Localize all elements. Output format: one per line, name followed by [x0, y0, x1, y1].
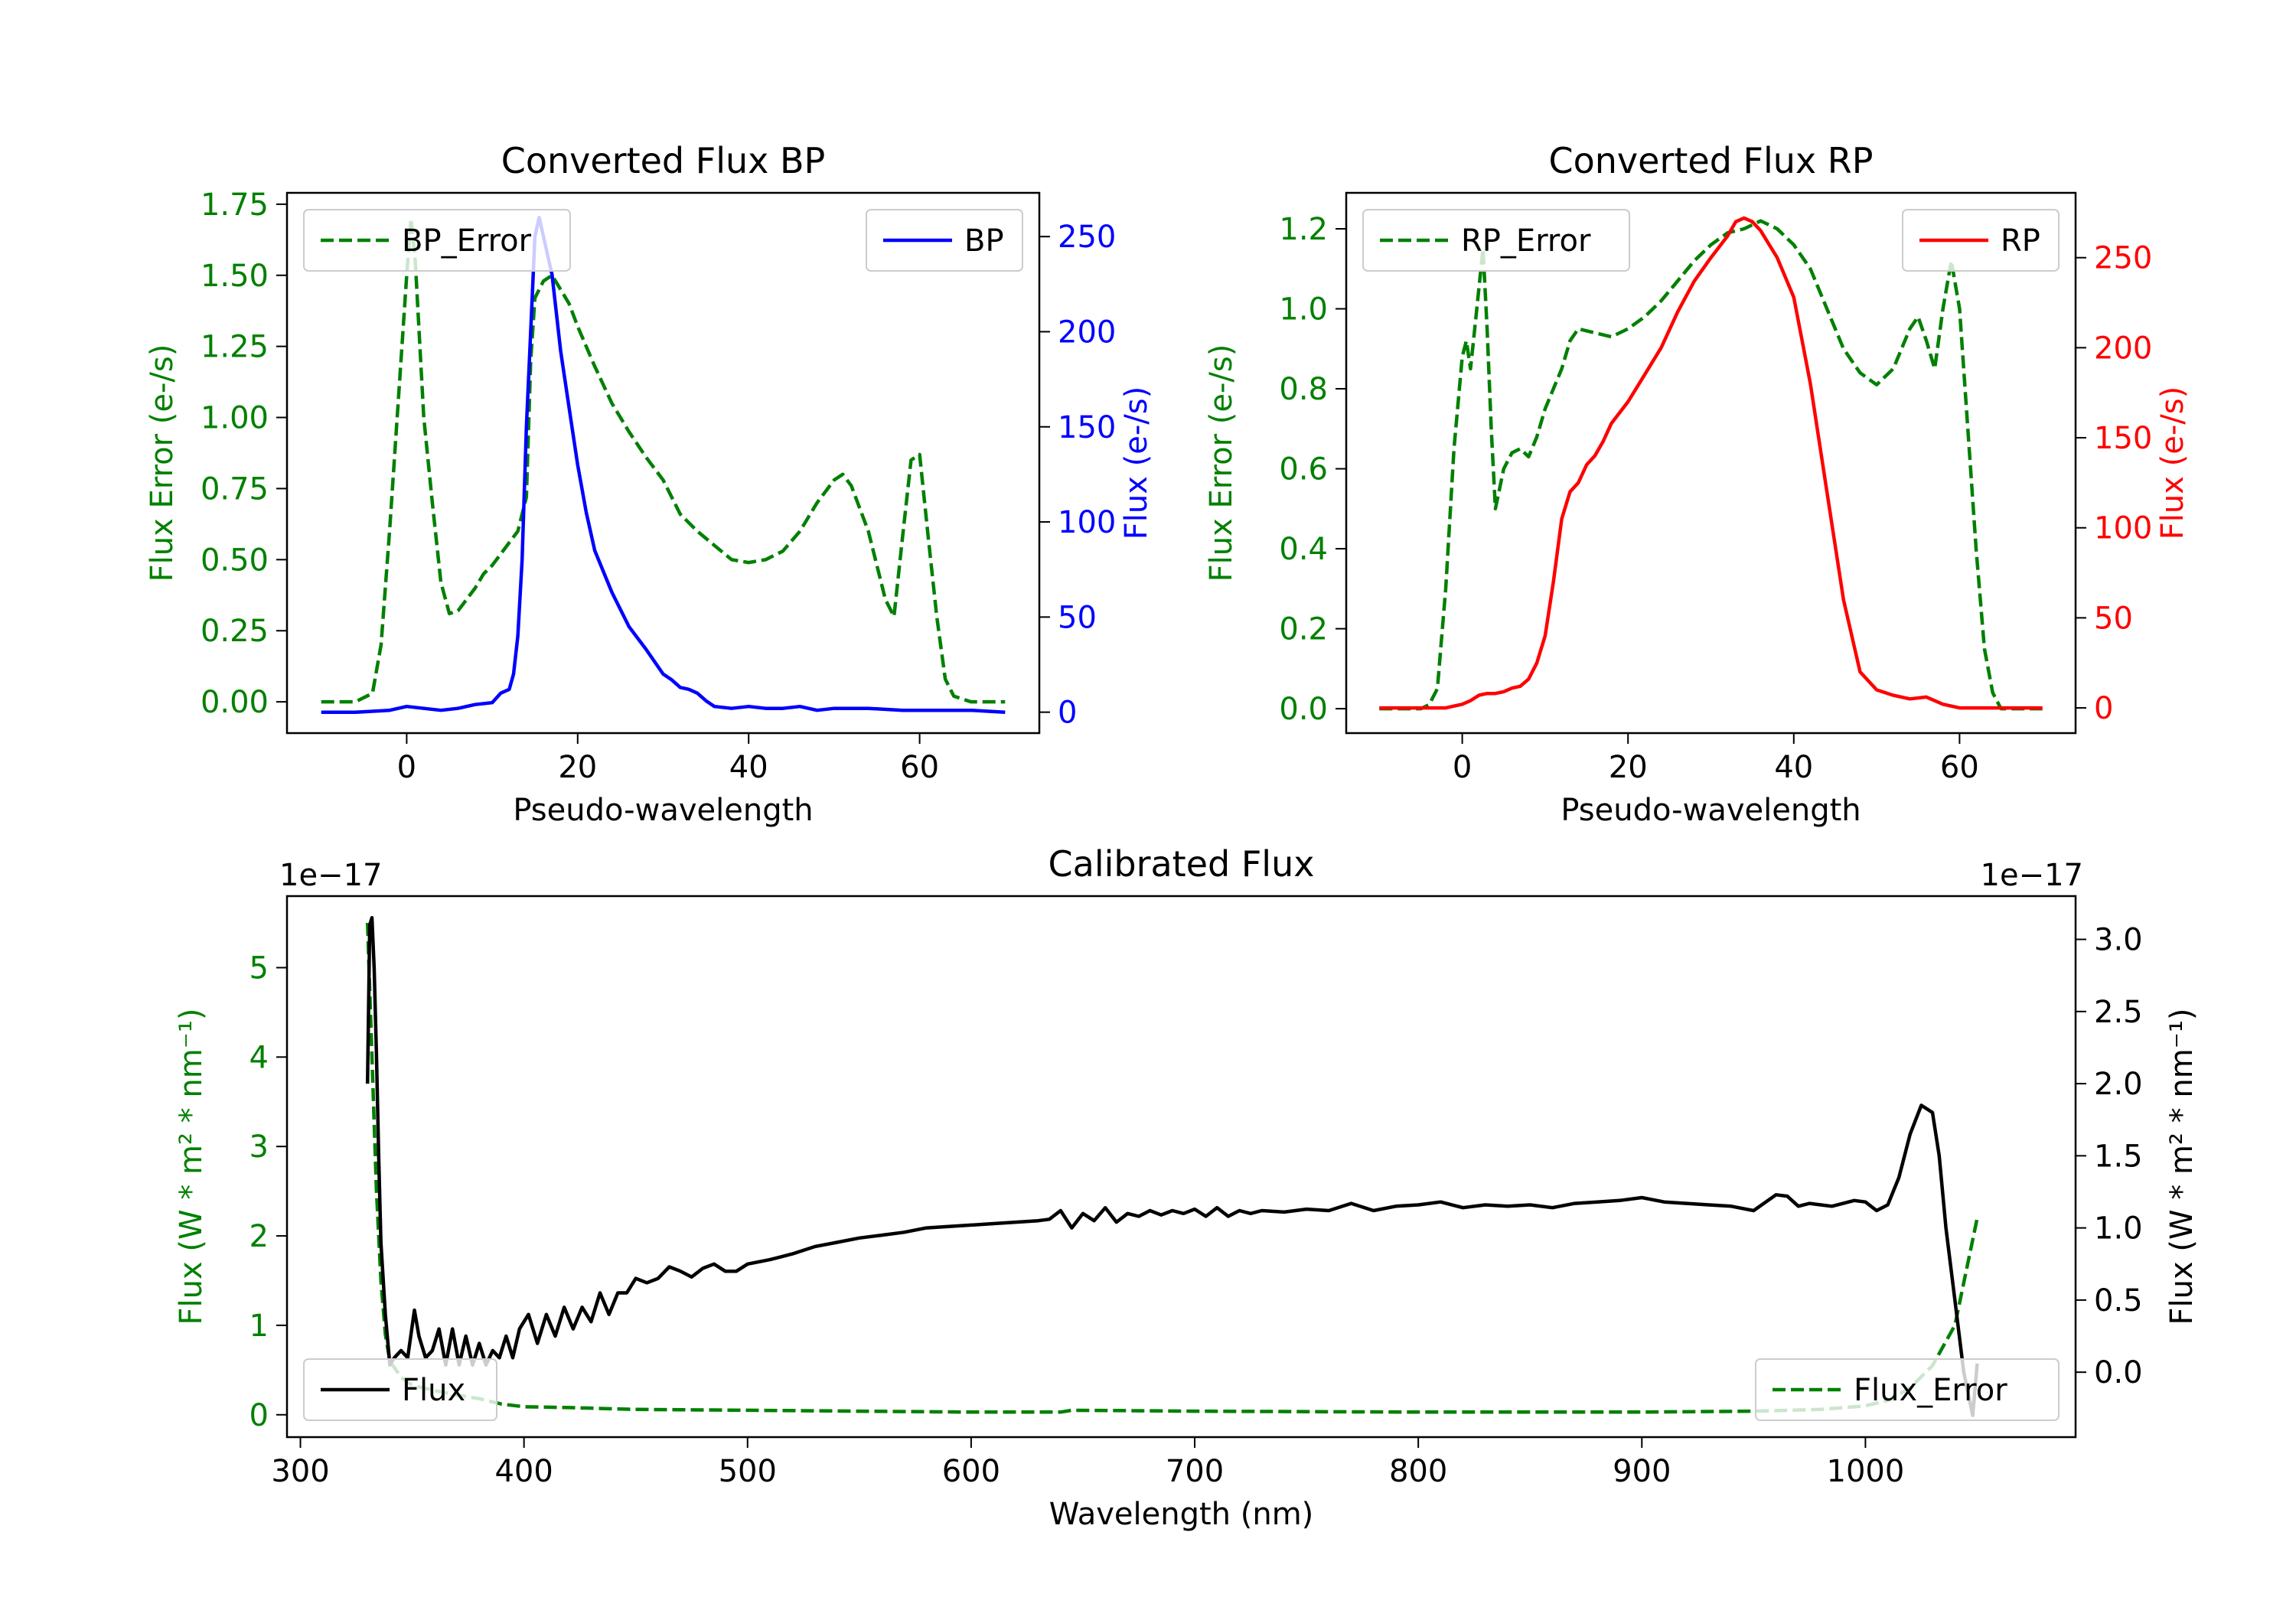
- y-right-tick-label: 2.0: [2094, 1067, 2143, 1102]
- legend-label: RP: [2001, 223, 2040, 259]
- legend-bp-error: BP_Error: [303, 209, 571, 272]
- y-right-tick-label: 150: [1058, 410, 1116, 445]
- y-left-tick-label: 0.2: [1279, 612, 1328, 647]
- x-tick-label: 700: [1166, 1454, 1224, 1489]
- x-tick-label: 60: [1940, 750, 1979, 785]
- x-tick-label: 0: [1453, 750, 1472, 785]
- bp-panel: 0 20 40 60 0.00 0.25 0.50 0.75 1.00 1.25 1.50 1.75 0…: [145, 140, 1154, 828]
- legend-label: Flux: [402, 1373, 465, 1408]
- y-right-tick-label: 200: [1058, 315, 1116, 350]
- chart-title: Converted Flux RP: [1549, 140, 1874, 181]
- y-right-tick-label: 1.0: [2094, 1211, 2143, 1247]
- x-tick-label: 900: [1613, 1454, 1671, 1489]
- y-left-tick-label: 0.25: [201, 614, 269, 649]
- x-axis-label: Wavelength (nm): [1049, 1497, 1314, 1532]
- y-right-axis-label: Flux (e-/s): [1119, 386, 1154, 539]
- y-left-tick-label: 0.8: [1279, 372, 1328, 407]
- x-axis-label: Pseudo-wavelength: [513, 793, 813, 828]
- cal-axes-frame: [285, 895, 2077, 1439]
- x-axis-label: Pseudo-wavelength: [1561, 793, 1861, 828]
- x-tick-label: 20: [1609, 750, 1648, 785]
- y-left-tick-label: 0: [249, 1398, 269, 1433]
- y-right-tick-label: 100: [1058, 505, 1116, 540]
- x-tick-label: 40: [729, 750, 768, 785]
- y-left-tick-label: 1.2: [1279, 212, 1328, 247]
- x-tick-label: 500: [719, 1454, 777, 1489]
- legend-box: [303, 209, 571, 272]
- bp-axes-frame: [285, 191, 1041, 735]
- x-tick-label: 40: [1774, 750, 1813, 785]
- legend-box: [1755, 1358, 2060, 1421]
- legend-box: [1362, 209, 1630, 272]
- legend-flux: Flux: [303, 1358, 497, 1421]
- y-right-tick-label: 250: [2094, 241, 2152, 276]
- legend-label: BP: [964, 223, 1004, 259]
- x-tick-label: 400: [494, 1454, 553, 1489]
- chart-title: Converted Flux BP: [501, 140, 826, 181]
- y-right-tick-label: 0: [1058, 696, 1077, 731]
- y-left-tick-label: 1.00: [201, 401, 269, 436]
- y-left-tick-label: 5: [249, 950, 269, 986]
- y-left-tick-label: 0.4: [1279, 532, 1328, 567]
- y-left-tick-label: 0.6: [1279, 452, 1328, 487]
- series-line-rp: [1379, 216, 2043, 710]
- x-tick-label: 800: [1389, 1454, 1447, 1489]
- y-left-tick-label: 1.25: [201, 330, 269, 365]
- y-left-tick-label: 0.75: [201, 471, 269, 507]
- legend-label: BP_Error: [402, 223, 532, 259]
- series-line-bp-error: [321, 217, 1006, 704]
- x-tick-label: 1000: [1827, 1454, 1905, 1489]
- legend-box: [303, 1358, 497, 1421]
- y-left-axis-label: Flux Error (e-/s): [145, 344, 180, 582]
- y-right-tick-label: 0.5: [2094, 1283, 2143, 1319]
- y-right-tick-label: 2.5: [2094, 995, 2143, 1030]
- legend-rp-error: RP_Error: [1362, 209, 1630, 272]
- y-right-tick-label: 250: [1058, 220, 1116, 255]
- y-right-tick-label: 0.0: [2094, 1355, 2143, 1390]
- y-left-tick-label: 2: [249, 1219, 269, 1254]
- y-right-tick-label: 100: [2094, 511, 2152, 546]
- y-left-axis-label: Flux (W * m² * nm⁻¹): [174, 1009, 209, 1325]
- rp-panel: 0 20 40 60 0.0 0.2 0.4 0.6 0.8 1.0 1.2 0 50 100 150 200…: [1204, 140, 2190, 828]
- legend-bp: BP: [866, 209, 1023, 272]
- y-right-tick-label: 50: [2094, 601, 2133, 636]
- y-left-tick-label: 1.0: [1279, 292, 1328, 328]
- y-left-tick-label: 1.75: [201, 187, 269, 223]
- bp-series-group: [321, 216, 1006, 714]
- y-left-tick-label: 1: [249, 1309, 269, 1344]
- x-tick-label: 20: [558, 750, 597, 785]
- y-right-axis-label: Flux (e-/s): [2155, 386, 2190, 539]
- series-line-rp-error: [1379, 219, 2043, 711]
- y-left-tick-label: 0.00: [201, 685, 269, 720]
- rp-series-group: [1379, 216, 2043, 711]
- chart-title: Calibrated Flux: [1049, 843, 1315, 885]
- y-left-tick-label: 3: [249, 1129, 269, 1165]
- rp-axes-frame: [1345, 191, 2077, 735]
- legend-rp: RP: [1902, 209, 2060, 272]
- x-tick-label: 600: [942, 1454, 1000, 1489]
- y-left-axis-label: Flux Error (e-/s): [1204, 344, 1239, 582]
- y-right-tick-label: 150: [2094, 421, 2152, 456]
- y-right-offset-label: 1e−17: [1981, 858, 2083, 893]
- y-right-tick-label: 1.5: [2094, 1139, 2143, 1174]
- y-left-tick-label: 4: [249, 1040, 269, 1075]
- y-left-tick-label: 0.0: [1279, 692, 1328, 727]
- y-left-tick-label: 0.50: [201, 543, 269, 578]
- x-tick-label: 0: [397, 750, 416, 785]
- series-line-bp: [321, 216, 1006, 714]
- y-left-tick-label: 1.50: [201, 259, 269, 294]
- y-right-tick-label: 0: [2094, 691, 2113, 726]
- calibrated-panel: 300 400 500 600 700 800 900 1000 0 1 2 3 4 5 0.0 0.5 1.0…: [174, 843, 2200, 1532]
- y-left-offset-label: 1e−17: [279, 858, 382, 893]
- y-right-tick-label: 3.0: [2094, 923, 2143, 958]
- x-tick-label: 60: [900, 750, 939, 785]
- y-right-tick-label: 200: [2094, 331, 2152, 366]
- x-tick-label: 300: [271, 1454, 329, 1489]
- legend-flux-error: Flux_Error: [1755, 1358, 2060, 1421]
- legend-label: RP_Error: [1461, 223, 1591, 259]
- y-right-tick-label: 50: [1058, 600, 1097, 635]
- y-right-axis-label: Flux (W * m² * nm⁻¹): [2164, 1009, 2200, 1325]
- legend-label: Flux_Error: [1854, 1373, 2007, 1408]
